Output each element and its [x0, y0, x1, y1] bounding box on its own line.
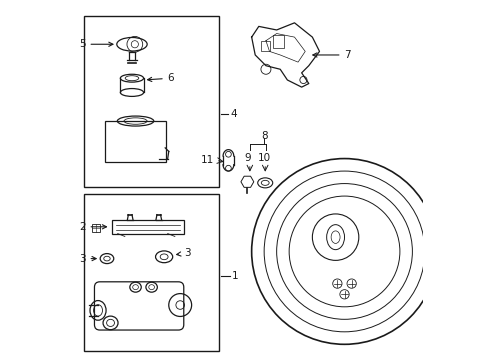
Bar: [105, 121, 165, 162]
Bar: [112, 220, 183, 234]
Bar: [272, 35, 283, 48]
Text: 6: 6: [147, 73, 174, 83]
Bar: [260, 41, 269, 51]
Bar: [83, 194, 219, 351]
Text: 5: 5: [79, 39, 113, 49]
Text: 3: 3: [176, 248, 190, 258]
Text: 3: 3: [79, 253, 96, 264]
Text: 8: 8: [260, 131, 267, 141]
Text: 10: 10: [257, 153, 270, 163]
Text: 11: 11: [201, 156, 214, 165]
Text: 2: 2: [79, 222, 106, 232]
Text: 4: 4: [230, 109, 236, 119]
Bar: [92, 224, 100, 232]
Text: 7: 7: [312, 50, 350, 60]
Text: 9: 9: [244, 153, 251, 163]
Bar: [83, 16, 219, 187]
Text: 1: 1: [231, 271, 238, 282]
